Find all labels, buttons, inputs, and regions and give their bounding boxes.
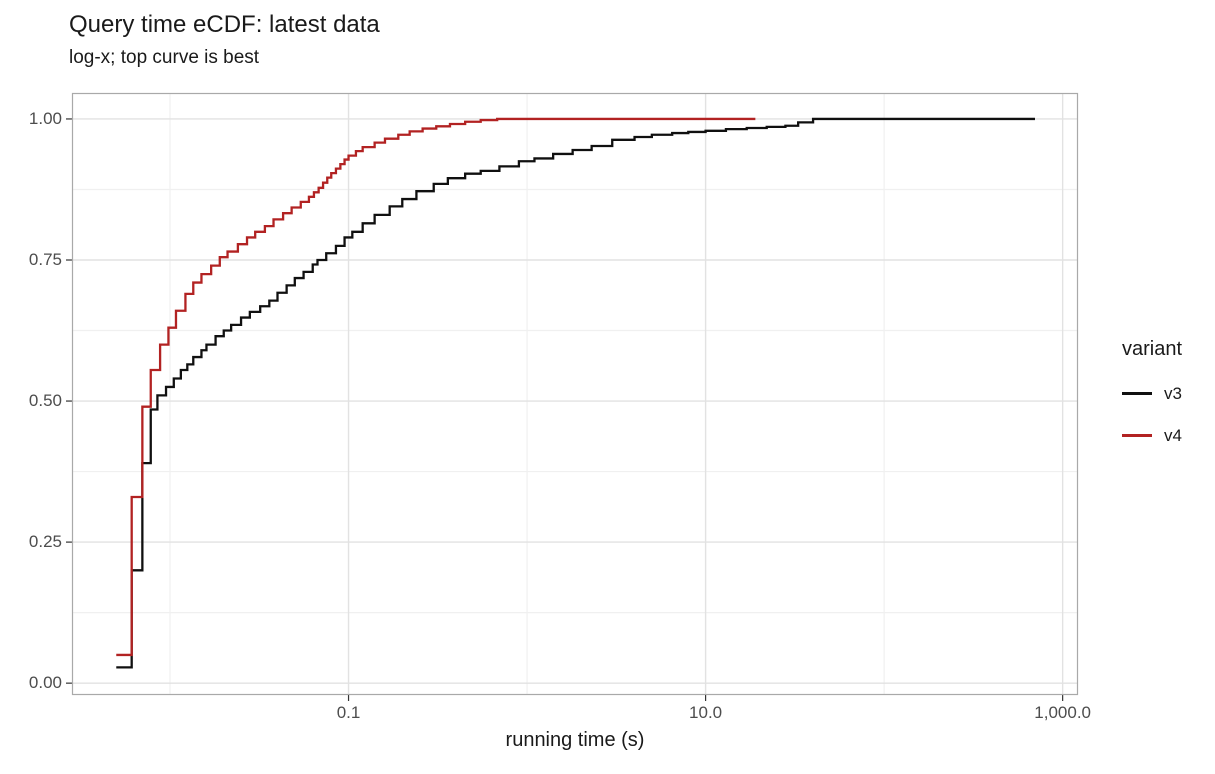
legend-item-v4: v4 bbox=[1122, 425, 1182, 445]
x-tick-label: 0.1 bbox=[336, 703, 361, 722]
chart-title: Query time eCDF: latest data bbox=[69, 11, 380, 38]
legend: variant v3 v4 bbox=[1122, 338, 1182, 469]
x-axis-title: running time (s) bbox=[505, 729, 645, 751]
plot-svg bbox=[66, 92, 1079, 701]
y-tick-label: 0.50 bbox=[28, 391, 62, 411]
legend-key-line-v3 bbox=[1122, 392, 1152, 395]
x-tick-label: 1,000.0 bbox=[1034, 703, 1092, 722]
legend-label-v3: v3 bbox=[1164, 383, 1182, 403]
x-tick-label: 10.0 bbox=[689, 703, 723, 722]
y-tick-label: 0.25 bbox=[28, 532, 62, 552]
y-tick-label: 0.75 bbox=[28, 250, 62, 269]
chart-subtitle: log-x; top curve is best bbox=[69, 47, 260, 68]
legend-title: variant bbox=[1122, 338, 1183, 360]
y-tick-label: 0.00 bbox=[28, 673, 62, 693]
plot-panel bbox=[66, 92, 1079, 701]
legend-key-line-v4 bbox=[1122, 434, 1152, 437]
series-curve-v4 bbox=[116, 117, 756, 657]
legend-label-v4: v4 bbox=[1164, 425, 1182, 445]
series-curve-v3 bbox=[116, 117, 1035, 669]
y-tick-label: 1.00 bbox=[28, 108, 62, 128]
legend-item-v3: v3 bbox=[1122, 383, 1182, 403]
